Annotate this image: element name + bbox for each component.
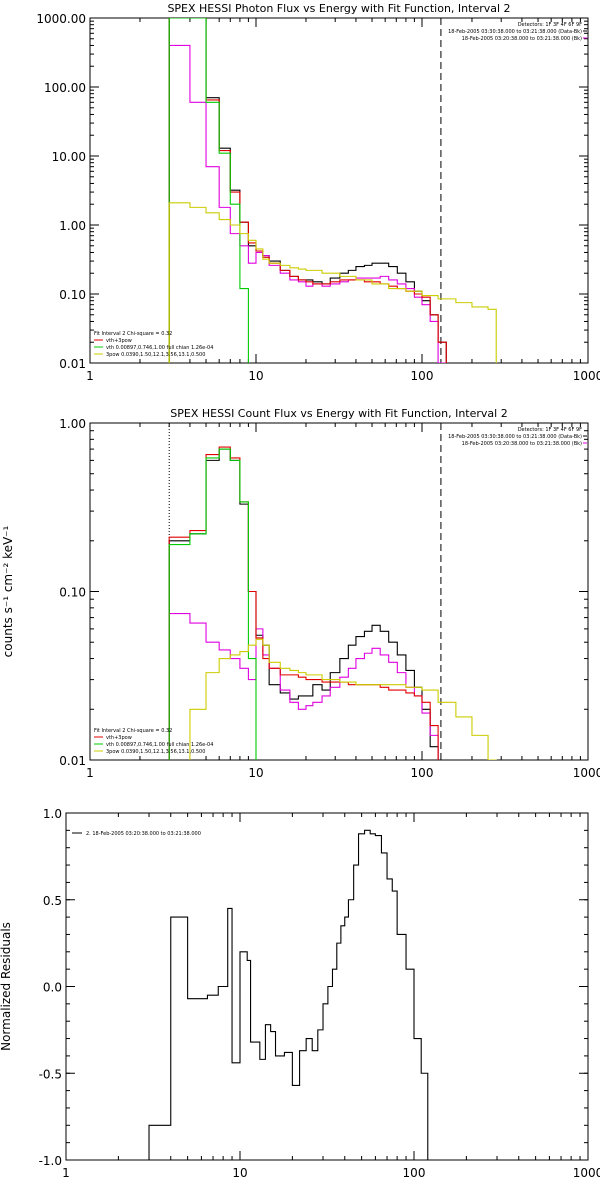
y-tick-label: 1.0 xyxy=(43,807,62,821)
x-tick-label: 1 xyxy=(62,1166,70,1180)
plot-frame xyxy=(89,422,589,761)
legend-label: 3pow 0.0390,1.50,12.1,3.56,13.1,0.500 xyxy=(106,352,205,358)
info-text-line: 18-Feb-2005 03:30:38.000 to 03:21:38.000… xyxy=(448,434,582,440)
series-group xyxy=(148,829,443,1160)
legend-label: vth+3pow xyxy=(106,338,132,344)
x-tick-label: 10 xyxy=(248,766,263,780)
x-tick-label: 1000 xyxy=(573,369,600,383)
residuals-panel: Normalized Residuals 1 10 100 1000 -1.0 -0.5 0.… xyxy=(0,807,600,1180)
y-tick-label: 0.5 xyxy=(43,894,62,908)
series-line-0 xyxy=(148,829,443,1160)
info-text-line: Detectors: 1F 3F 4F 6F 9F xyxy=(518,22,582,28)
x-tick-label: 100 xyxy=(403,1166,426,1180)
legend-label: 2. 18-Feb-2005 03:20:38.000 to 03:21:38.… xyxy=(86,831,201,837)
x-tick-label: 100 xyxy=(411,369,434,383)
info-text-line: Detectors: 1F 3F 4F 6F 9F xyxy=(518,427,582,433)
y-tick-label: 0.10 xyxy=(59,288,86,302)
y-tick-label: -1.0 xyxy=(39,1154,62,1168)
y-tick-label: 0.10 xyxy=(59,586,86,600)
count-flux-panel: SPEX HESSI Count Flux vs Energy with Fit… xyxy=(1,407,600,780)
plot-frame xyxy=(65,812,589,1161)
y-tick-label: 0.0 xyxy=(43,981,62,995)
series-line-2 xyxy=(168,18,447,363)
legend-title: Fit Interval 2 Chi-square = 0.32 xyxy=(94,728,172,734)
legend-label: vth 0.00897,0.746,1.00 full chian 1.26e-… xyxy=(106,345,213,351)
series-line-3 xyxy=(168,18,249,363)
series-line-0 xyxy=(168,18,447,363)
y-axis-label: Normalized Residuals xyxy=(0,922,13,1051)
y-tick-label: 10.00 xyxy=(52,150,86,164)
y-tick-label: 1000.00 xyxy=(36,12,86,26)
legend-label: vth 0.00897,0.746,1.00 full chian 1.26e-… xyxy=(106,742,213,748)
y-tick-label: 1.00 xyxy=(59,219,86,233)
y-axis-label: counts s⁻¹ cm⁻² keV⁻¹ xyxy=(1,525,15,657)
x-tick-label: 1 xyxy=(86,369,94,383)
y-tick-label: 1.00 xyxy=(59,417,86,431)
info-text-line: 18-Feb-2005 03:20:38.000 to 03:21:38.000… xyxy=(462,36,582,42)
y-tick-label: 0.01 xyxy=(59,754,86,768)
info-text-line: 18-Feb-2005 03:20:38.000 to 03:21:38.000… xyxy=(462,441,582,447)
photon-flux-panel: SPEX HESSI Photon Flux vs Energy with Fi… xyxy=(36,2,600,383)
series-group xyxy=(168,446,497,760)
series-line-2 xyxy=(168,446,439,760)
series-line-3 xyxy=(168,448,257,760)
chart-title: SPEX HESSI Photon Flux vs Energy with Fi… xyxy=(167,2,510,15)
x-tick-label: 100 xyxy=(411,766,434,780)
series-line-1 xyxy=(168,44,447,363)
x-tick-label: 10 xyxy=(248,369,263,383)
x-tick-label: 1000 xyxy=(573,1166,600,1180)
y-tick-label: 100.00 xyxy=(44,81,86,95)
x-tick-label: 10 xyxy=(232,1166,247,1180)
legend-label: 3pow 0.0390,1.50,12.1,3.56,13.1,0.500 xyxy=(106,749,205,755)
x-tick-label: 1000 xyxy=(573,766,600,780)
y-tick-label: -0.5 xyxy=(39,1067,62,1081)
series-line-4 xyxy=(168,202,497,363)
info-text-line: 18-Feb-2005 03:30:38.000 to 03:21:38.000… xyxy=(448,29,582,35)
y-tick-label: 0.01 xyxy=(59,357,86,371)
series-line-4 xyxy=(189,638,497,760)
legend-label: vth+3pow xyxy=(106,735,132,741)
series-line-0 xyxy=(168,448,439,760)
x-tick-label: 1 xyxy=(86,766,94,780)
chart-title: SPEX HESSI Count Flux vs Energy with Fit… xyxy=(170,407,507,420)
series-group xyxy=(168,18,497,363)
legend-title: Fit Interval 2 Chi-square = 0.32 xyxy=(94,331,172,337)
plot-frame xyxy=(89,17,589,364)
